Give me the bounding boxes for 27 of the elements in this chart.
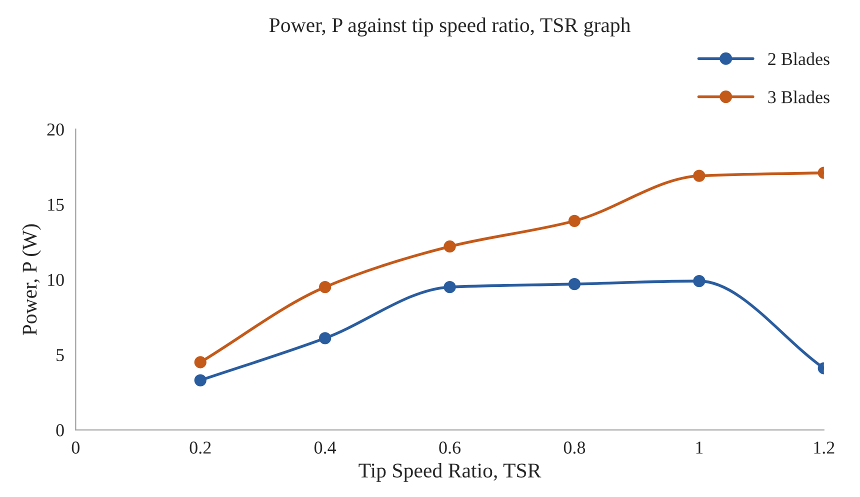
point (568, 214, 581, 228)
point (444, 281, 456, 294)
point (319, 281, 332, 294)
x-tick-label: 0.4 (314, 442, 336, 454)
point (693, 170, 706, 182)
x-tick-label: 0 (72, 442, 80, 454)
x-tick-label: 1 (696, 442, 703, 454)
y-tick-label: 0 (56, 424, 64, 436)
x-tick-label: 1.2 (814, 442, 834, 454)
point (319, 332, 332, 344)
point (444, 240, 456, 253)
x-axis-title: Tip Speed Ratio, TSR (358, 462, 542, 482)
legend-label: 3 Blades (768, 90, 830, 104)
point (693, 274, 706, 288)
y-axis-title: Power, P (W) (22, 224, 41, 336)
y-tick-label: 20 (47, 123, 64, 136)
x-tick-label: 0.2 (190, 442, 211, 454)
y-tick-label: 5 (56, 349, 64, 362)
x-tick-label: 0.8 (564, 442, 586, 454)
chart-title: Power, P against tip speed ratio, TSR graph (269, 18, 630, 36)
y-tick-label: 10 (48, 274, 64, 286)
legend-label: 2 Blades (768, 52, 830, 66)
point (194, 356, 206, 368)
point (194, 374, 206, 386)
point (568, 278, 581, 290)
x-tick-label: 0.6 (439, 442, 461, 454)
y-tick-label: 15 (48, 198, 64, 211)
